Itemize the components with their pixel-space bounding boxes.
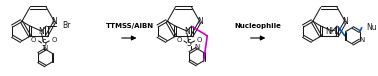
Text: TTMSS/AIBN: TTMSS/AIBN <box>105 23 154 29</box>
Text: Nu: Nu <box>367 23 377 32</box>
Text: N: N <box>197 17 203 26</box>
Text: NH: NH <box>325 27 337 36</box>
Text: S: S <box>186 39 191 48</box>
Text: Nucleophile: Nucleophile <box>234 23 281 29</box>
Text: N: N <box>184 27 190 36</box>
Text: N: N <box>52 17 57 26</box>
Text: O: O <box>197 37 202 43</box>
Text: S: S <box>41 39 46 48</box>
Text: N: N <box>39 27 44 36</box>
Text: Br: Br <box>62 22 70 30</box>
Text: N: N <box>43 45 48 51</box>
Text: O: O <box>177 37 182 43</box>
Text: N: N <box>342 17 348 26</box>
Text: O: O <box>51 37 57 43</box>
Text: N: N <box>194 44 199 50</box>
Text: O: O <box>31 37 36 43</box>
Text: N: N <box>359 37 364 43</box>
